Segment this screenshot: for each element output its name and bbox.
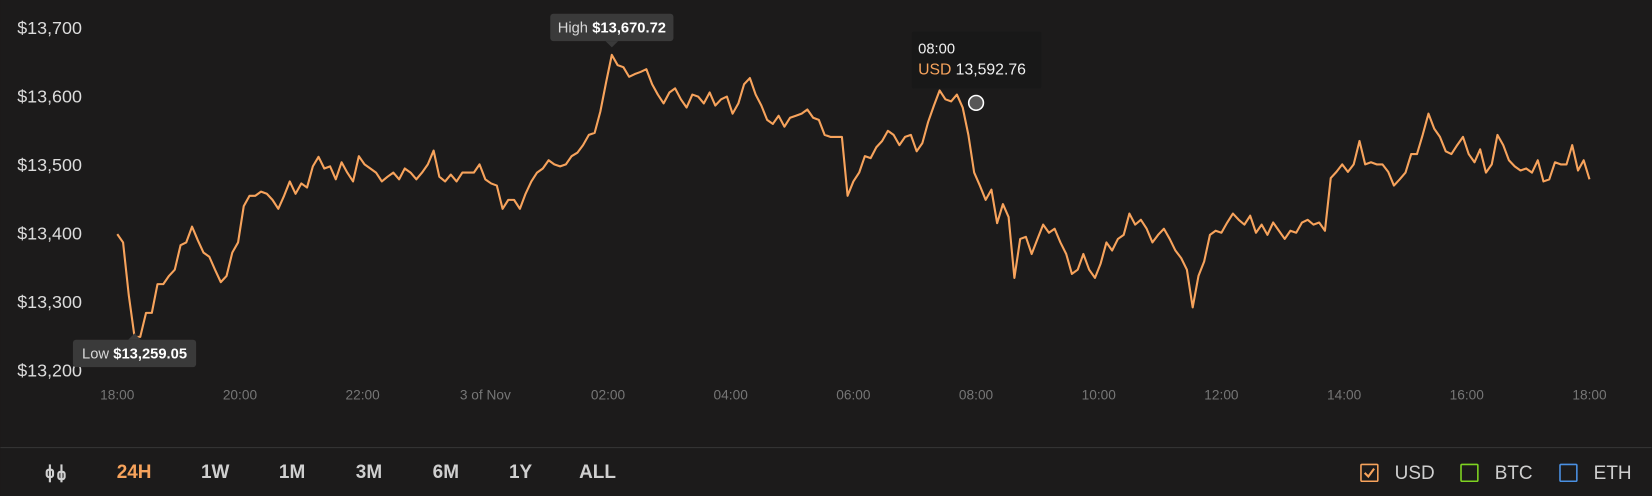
range-button[interactable]: 1W [201,462,230,483]
flag-box [72,339,197,368]
range-button[interactable]: 3M [356,462,382,483]
x-tick-label: 16:00 [1450,388,1485,403]
hover-marker [967,94,985,112]
x-tick-label: 04:00 [714,388,749,403]
flag-label: High [558,20,588,36]
x-tick-label: 10:00 [1082,388,1117,403]
x-tick-label: 18:00 [1572,388,1607,403]
x-tick-label: 14:00 [1327,388,1362,403]
x-tick-label: 22:00 [346,388,381,403]
tooltip: 08:00 USD 13,592.76 [911,31,1042,89]
tooltip-value: 13,592.76 [956,62,1026,79]
y-tick-label: $13,600 [17,87,82,107]
tooltip-box [911,31,1042,89]
flag-pointer [605,41,619,48]
y-tick-label: $13,500 [17,155,82,175]
chart-type-icon[interactable] [45,464,66,483]
toggle-box [1559,463,1578,483]
flag-pointer [128,333,141,340]
range-button[interactable]: 6M [433,462,459,483]
low-flag: Low $13,259.05 [72,333,197,368]
y-tick-label: $13,200 [17,360,82,380]
currency-toggle[interactable]: ETH [1559,463,1632,484]
tooltip-time: 08:00 [918,41,955,57]
toggle-label: ETH [1594,463,1632,484]
range-button[interactable]: 1M [279,462,305,483]
flag-text: High $13,670.72 [558,20,666,36]
toggle-label: USD [1395,463,1435,484]
flag-value: $13,670.72 [592,20,666,36]
flag-box [550,13,674,42]
range-button[interactable]: ALL [579,462,616,483]
toggle-box [1360,463,1379,483]
toggle-check [1363,467,1375,479]
range-button[interactable]: 1Y [509,462,533,483]
range-button[interactable]: 24H [117,462,152,483]
toggle-label: BTC [1495,463,1533,484]
high-flag: High $13,670.72 [550,13,674,48]
flag-text: Low $13,259.05 [82,346,187,362]
price-line [116,53,1591,338]
x-tick-label: 08:00 [959,388,994,403]
y-tick-label: $13,700 [17,18,82,38]
tooltip-series: USD [918,62,951,79]
x-tick-label: 02:00 [591,388,626,403]
x-tick-label: 18:00 [100,388,135,403]
flag-value: $13,259.05 [113,346,187,362]
x-tick-label: 20:00 [223,388,258,403]
tooltip-value-line: USD 13,592.76 [918,62,1026,79]
flag-label: Low [82,346,109,362]
toggle-box [1460,463,1479,483]
currency-toggle[interactable]: USD [1360,463,1435,484]
x-tick-label: 06:00 [836,388,871,403]
y-tick-label: $13,400 [17,224,82,244]
x-tick-label: 12:00 [1204,388,1239,403]
x-tick-label: 3 of Nov [460,388,511,403]
y-tick-label: $13,300 [17,292,82,312]
currency-toggle[interactable]: BTC [1460,463,1533,484]
